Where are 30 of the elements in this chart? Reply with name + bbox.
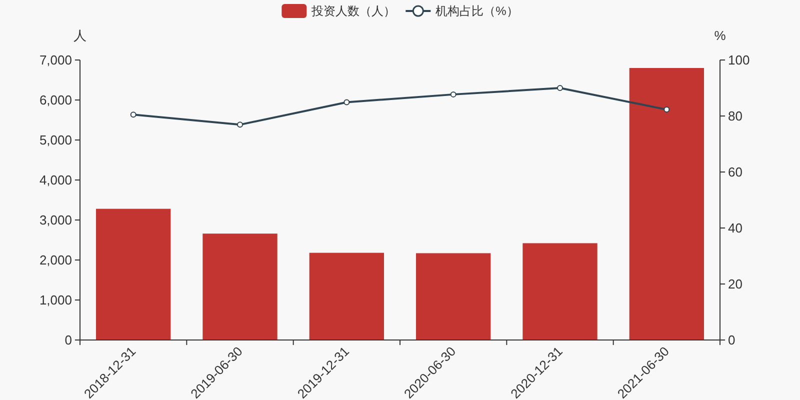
y-tick-label: 6,000 bbox=[39, 92, 72, 108]
point bbox=[664, 106, 670, 113]
y2-axis-title: % bbox=[714, 28, 726, 43]
y2-tick-label: 60 bbox=[728, 164, 742, 180]
y2-tick-label: 80 bbox=[728, 108, 742, 124]
bar bbox=[522, 243, 598, 340]
point bbox=[450, 91, 456, 98]
bar bbox=[309, 252, 384, 340]
point bbox=[557, 85, 563, 91]
y-tick-label: 4,000 bbox=[39, 172, 72, 188]
y2-tick-label: 20 bbox=[728, 276, 742, 292]
y2-tick-label: 0 bbox=[728, 332, 736, 348]
point bbox=[130, 112, 136, 118]
point bbox=[237, 122, 243, 128]
y-tick-label: 0 bbox=[64, 332, 72, 348]
bar bbox=[416, 253, 491, 340]
bar bbox=[629, 68, 704, 340]
legend-label: 投资人数（人） bbox=[310, 4, 396, 18]
y-axis-title: 人 bbox=[74, 28, 86, 43]
y-tick-label: 2,000 bbox=[39, 252, 72, 268]
y-tick-label: 1,000 bbox=[39, 292, 72, 308]
y-tick-label: 5,000 bbox=[39, 132, 72, 148]
y-tick-label: 7,000 bbox=[39, 52, 72, 68]
y2-tick-label: 40 bbox=[728, 220, 742, 236]
y-tick-label: 3,000 bbox=[39, 212, 72, 228]
point bbox=[344, 99, 350, 106]
y2-tick-label: 100 bbox=[728, 52, 750, 68]
bar bbox=[202, 234, 278, 340]
bar bbox=[96, 208, 171, 340]
legend-label: 机构占比（%） bbox=[436, 4, 518, 18]
